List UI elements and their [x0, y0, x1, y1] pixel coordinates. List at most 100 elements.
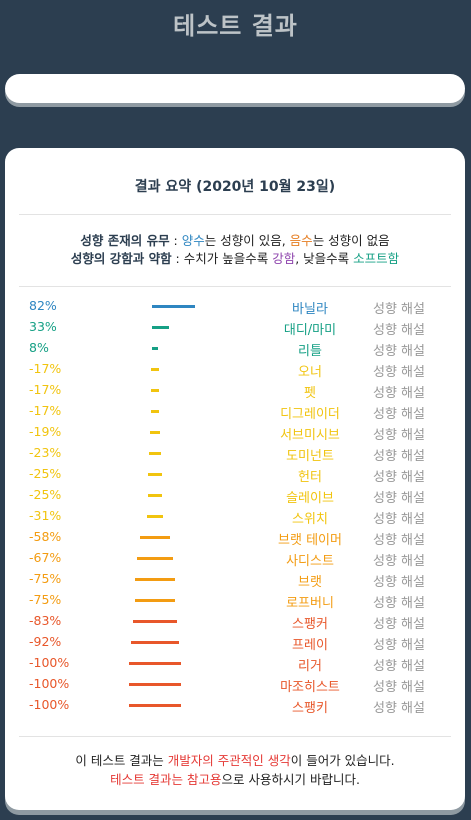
result-bar [128, 662, 182, 665]
result-name: 스팽커 [292, 617, 328, 632]
legend-strong: 강함 [272, 251, 296, 266]
result-name: 사디스트 [286, 554, 334, 569]
result-name: 헌터 [298, 470, 322, 485]
result-percent: -58% [29, 529, 62, 544]
interpretation-link[interactable]: 성향 해설 [373, 344, 425, 359]
interpretation-link[interactable]: 성향 해설 [373, 323, 425, 338]
result-row: -17% 펫 성향 해설 [5, 380, 465, 401]
result-row: -100% 스팽키 성향 해설 [5, 695, 465, 716]
result-row: -75% 브랫 성향 해설 [5, 569, 465, 590]
result-row: -23% 도미넌트 성향 해설 [5, 443, 465, 464]
legend-positive-text: 는 성향이 있음, [204, 233, 290, 248]
interpretation-link[interactable]: 성향 해설 [373, 554, 425, 569]
result-row: -17% 디그레이더 성향 해설 [5, 401, 465, 422]
divider [19, 736, 451, 737]
interpretation-link[interactable]: 성향 해설 [373, 575, 425, 590]
legend-strength-label: 성향의 강함과 약함 [70, 251, 172, 266]
result-name: 스위치 [292, 512, 328, 527]
interpretation-link[interactable]: 성향 해설 [373, 659, 425, 674]
result-row: -67% 사디스트 성향 해설 [5, 548, 465, 569]
result-row: -19% 서브미시브 성향 해설 [5, 422, 465, 443]
result-percent: -31% [29, 508, 62, 523]
result-row: -83% 스팽커 성향 해설 [5, 611, 465, 632]
result-bar [150, 431, 160, 434]
interpretation-link[interactable]: 성향 해설 [373, 491, 425, 506]
disclaimer-text: 으로 사용하시기 바랍니다. [221, 772, 360, 787]
disclaimer-line-1: 이 테스트 결과는 개발자의 주관적인 생각이 들어가 있습니다. [5, 751, 465, 770]
result-row: -100% 리거 성향 해설 [5, 653, 465, 674]
result-name: 스팽키 [292, 701, 328, 716]
disclaimer-highlight: 테스트 결과는 참고용 [110, 772, 222, 787]
result-name: 오너 [298, 365, 322, 380]
result-percent: -17% [29, 403, 62, 418]
result-percent: -19% [29, 424, 62, 439]
result-name: 브랫 [298, 575, 322, 590]
result-name: 마조히스트 [280, 680, 340, 695]
legend: 성향 존재의 유무 : 양수는 성향이 있음, 음수는 성향이 없음 성향의 강… [5, 232, 465, 268]
progress-bar-track [5, 74, 465, 103]
result-row: -92% 프레이 성향 해설 [5, 632, 465, 653]
result-percent: -83% [29, 613, 62, 628]
result-row: -58% 브랫 테이머 성향 해설 [5, 527, 465, 548]
result-row: 33% 대디/마미 성향 해설 [5, 317, 465, 338]
result-bar [137, 557, 173, 560]
interpretation-link[interactable]: 성향 해설 [373, 302, 425, 317]
result-bar [152, 326, 170, 329]
result-percent: -100% [29, 676, 70, 691]
legend-existence-label: 성향 존재의 유무 [80, 233, 170, 248]
legend-sep: : [169, 233, 182, 248]
interpretation-link[interactable]: 성향 해설 [373, 386, 425, 401]
interpretation-link[interactable]: 성향 해설 [373, 428, 425, 443]
result-row: 8% 리틀 성향 해설 [5, 338, 465, 359]
result-percent: 82% [29, 298, 57, 313]
interpretation-link[interactable]: 성향 해설 [373, 680, 425, 695]
legend-line-strength: 성향의 강함과 약함 : 수치가 높을수록 강함, 낮을수록 소프트함 [5, 250, 465, 268]
result-percent: -75% [29, 571, 62, 586]
interpretation-link[interactable]: 성향 해설 [373, 470, 425, 485]
disclaimer-text: 이 들어가 있습니다. [290, 753, 395, 768]
result-percent: -75% [29, 592, 62, 607]
result-row: -75% 로프버니 성향 해설 [5, 590, 465, 611]
summary-title: 결과 요약 (2020년 10월 23일) [134, 179, 336, 195]
result-row: 82% 바닐라 성향 해설 [5, 296, 465, 317]
result-bar [150, 368, 160, 371]
result-name: 도미넌트 [286, 449, 334, 464]
legend-line-existence: 성향 존재의 유무 : 양수는 성향이 있음, 음수는 성향이 없음 [5, 232, 465, 250]
result-percent: 33% [29, 319, 57, 334]
result-bar [150, 410, 160, 413]
result-name: 프레이 [292, 638, 328, 653]
result-bar [135, 599, 175, 602]
result-percent: -17% [29, 361, 62, 376]
interpretation-link[interactable]: 성향 해설 [373, 638, 425, 653]
result-percent: -67% [29, 550, 62, 565]
result-row: -25% 슬레이브 성향 해설 [5, 485, 465, 506]
interpretation-link[interactable]: 성향 해설 [373, 365, 425, 380]
interpretation-link[interactable]: 성향 해설 [373, 533, 425, 548]
result-name: 대디/마미 [283, 323, 337, 338]
result-percent: 8% [29, 340, 49, 355]
interpretation-link[interactable]: 성향 해설 [373, 617, 425, 632]
result-bar [128, 683, 182, 686]
result-name: 리거 [298, 659, 322, 674]
interpretation-link[interactable]: 성향 해설 [373, 596, 425, 611]
result-list: 82% 바닐라 성향 해설 33% 대디/마미 성향 해설 8% 리틀 성향 해설 -17% 오너 성… [5, 296, 465, 716]
disclaimer-note: 이 테스트 결과는 개발자의 주관적인 생각이 들어가 있습니다. 테스트 결과… [5, 751, 465, 789]
interpretation-link[interactable]: 성향 해설 [373, 512, 425, 527]
result-bar [130, 641, 180, 644]
interpretation-link[interactable]: 성향 해설 [373, 407, 425, 422]
result-name: 슬레이브 [286, 491, 334, 506]
result-row: -25% 헌터 성향 해설 [5, 464, 465, 485]
result-name: 바닐라 [292, 302, 328, 317]
interpretation-link[interactable]: 성향 해설 [373, 701, 425, 716]
result-percent: -25% [29, 466, 62, 481]
legend-soft: 소프트함 [353, 251, 400, 266]
interpretation-link[interactable]: 성향 해설 [373, 449, 425, 464]
legend-negative: 음수 [289, 233, 313, 248]
result-name: 로프버니 [286, 596, 334, 611]
legend-sep: : 수치가 높을수록 [171, 251, 273, 266]
result-percent: -25% [29, 487, 62, 502]
divider [19, 214, 451, 215]
legend-positive: 양수 [181, 233, 205, 248]
legend-mid: , 낮을수록 [295, 251, 354, 266]
result-bar [133, 620, 177, 623]
